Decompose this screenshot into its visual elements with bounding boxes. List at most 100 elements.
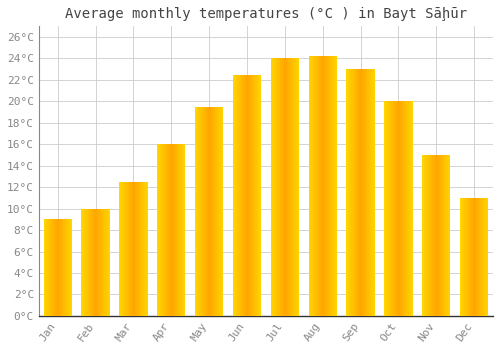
Bar (207, 107, 208, 316)
Bar (124, 182, 125, 316)
Bar (424, 155, 425, 316)
Bar (372, 69, 373, 316)
Bar (309, 56, 310, 316)
Bar (185, 144, 186, 316)
Bar (428, 155, 429, 316)
Bar (103, 209, 104, 316)
Bar (358, 69, 359, 316)
Bar (213, 107, 214, 316)
Bar (157, 144, 158, 316)
Bar (243, 75, 244, 316)
Bar (70, 219, 71, 316)
Bar (352, 69, 353, 316)
Bar (366, 69, 367, 316)
Bar (145, 182, 146, 316)
Bar (208, 107, 209, 316)
Bar (296, 58, 297, 316)
Bar (315, 56, 316, 316)
Bar (198, 107, 199, 316)
Bar (244, 75, 246, 316)
Bar (125, 182, 126, 316)
Bar (405, 102, 406, 316)
Bar (168, 144, 169, 316)
Bar (66, 219, 67, 316)
Bar (65, 219, 66, 316)
Bar (484, 198, 485, 316)
Bar (86, 209, 87, 316)
Bar (236, 75, 237, 316)
Bar (443, 155, 444, 316)
Bar (121, 182, 122, 316)
Bar (449, 155, 450, 316)
Bar (442, 155, 443, 316)
Bar (58, 219, 59, 316)
Bar (429, 155, 430, 316)
Bar (201, 107, 202, 316)
Bar (240, 75, 241, 316)
Bar (485, 198, 486, 316)
Bar (123, 182, 124, 316)
Bar (119, 182, 120, 316)
Bar (126, 182, 127, 316)
Bar (432, 155, 433, 316)
Bar (331, 56, 332, 316)
Bar (199, 107, 200, 316)
Bar (220, 107, 221, 316)
Bar (355, 69, 356, 316)
Bar (95, 209, 96, 316)
Bar (235, 75, 236, 316)
Bar (161, 144, 162, 316)
Bar (462, 198, 463, 316)
Bar (179, 144, 180, 316)
Bar (444, 155, 445, 316)
Bar (260, 75, 261, 316)
Bar (242, 75, 243, 316)
Bar (127, 182, 128, 316)
Bar (71, 219, 72, 316)
Bar (423, 155, 424, 316)
Bar (50, 219, 51, 316)
Bar (69, 219, 70, 316)
Bar (162, 144, 163, 316)
Bar (317, 56, 318, 316)
Bar (290, 58, 291, 316)
Bar (68, 219, 69, 316)
Bar (146, 182, 147, 316)
Bar (362, 69, 363, 316)
Bar (448, 155, 449, 316)
Bar (212, 107, 213, 316)
Bar (282, 58, 283, 316)
Bar (360, 69, 361, 316)
Bar (159, 144, 160, 316)
Bar (253, 75, 254, 316)
Bar (270, 58, 271, 316)
Bar (109, 209, 110, 316)
Bar (138, 182, 139, 316)
Bar (140, 182, 141, 316)
Bar (164, 144, 165, 316)
Bar (96, 209, 98, 316)
Bar (221, 107, 222, 316)
Bar (49, 219, 50, 316)
Bar (174, 144, 176, 316)
Bar (283, 58, 284, 316)
Bar (46, 219, 47, 316)
Bar (166, 144, 167, 316)
Bar (271, 58, 272, 316)
Bar (206, 107, 207, 316)
Bar (251, 75, 252, 316)
Bar (246, 75, 247, 316)
Bar (402, 102, 403, 316)
Bar (202, 107, 203, 316)
Bar (209, 107, 210, 316)
Bar (67, 219, 68, 316)
Bar (351, 69, 352, 316)
Bar (279, 58, 280, 316)
Bar (169, 144, 170, 316)
Bar (287, 58, 288, 316)
Bar (241, 75, 242, 316)
Bar (222, 107, 223, 316)
Bar (183, 144, 184, 316)
Bar (94, 209, 95, 316)
Bar (478, 198, 479, 316)
